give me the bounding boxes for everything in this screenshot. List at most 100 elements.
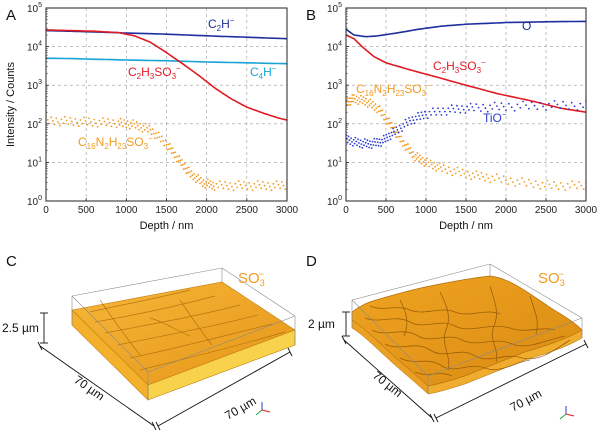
- series-point-2: [434, 165, 436, 168]
- series-point-3: [380, 145, 382, 148]
- series-point-2: [427, 161, 430, 164]
- y-tick-label: 103: [27, 79, 42, 92]
- series-point-3: [172, 151, 175, 154]
- y-tick-label: 102: [27, 118, 42, 131]
- series-point-3: [387, 139, 389, 142]
- series-point-3: [131, 125, 134, 128]
- series-point-3: [350, 137, 352, 140]
- series-point-3: [234, 182, 237, 185]
- series-point-2: [385, 123, 388, 125]
- series-point-2: [528, 178, 530, 181]
- series-point-2: [564, 189, 567, 192]
- series-point-3: [513, 109, 516, 112]
- series-point-3: [530, 101, 533, 104]
- series-point-3: [169, 147, 172, 150]
- series-point-2: [355, 95, 358, 98]
- x-tick-label: 1000: [115, 205, 138, 216]
- series-point-3: [171, 147, 174, 150]
- panel-d-surface: 2 µm 70 µm 70 µm SO3−: [308, 263, 589, 423]
- series-point-3: [393, 130, 395, 133]
- series-point-3: [565, 104, 567, 107]
- series-point-2: [460, 174, 462, 177]
- series-point-3: [117, 120, 120, 123]
- series-point-3: [88, 117, 90, 120]
- series-point-2: [359, 100, 361, 103]
- series-point-3: [148, 124, 151, 127]
- series-point-3: [388, 132, 390, 135]
- series-point-2: [366, 101, 368, 104]
- series-point-3: [362, 140, 364, 143]
- series-point-3: [195, 175, 198, 178]
- series-point-3: [461, 105, 463, 107]
- series-point-3: [430, 114, 432, 116]
- series-point-3: [570, 101, 573, 104]
- series-point-3: [355, 140, 358, 143]
- chart-b: O− C2H3SO3−C16N2H23SO3− TiO− 0 500 1000 1500 20…: [327, 2, 598, 232]
- series-point-2: [396, 136, 399, 138]
- series-point-3: [391, 134, 394, 137]
- series-point-3: [193, 172, 195, 175]
- series-point-3: [381, 138, 383, 141]
- series-point-3: [392, 127, 394, 130]
- series-point-3: [98, 119, 101, 122]
- series-point-3: [239, 183, 242, 186]
- series-point-2: [484, 179, 486, 182]
- series-point-3: [395, 126, 398, 128]
- series-point-2: [378, 110, 380, 113]
- series-point-3: [169, 143, 171, 145]
- series-point-3: [272, 182, 275, 185]
- series-point-3: [417, 111, 419, 114]
- series-point-3: [550, 106, 553, 109]
- series-point-2: [578, 181, 580, 183]
- series-point-3: [562, 100, 564, 103]
- series-point-3: [134, 126, 137, 129]
- series-point-2: [449, 170, 452, 173]
- series-point-3: [459, 111, 462, 114]
- series-point-3: [432, 107, 434, 110]
- series-point-3: [533, 104, 536, 107]
- series-point-3: [352, 138, 355, 141]
- series-point-3: [192, 178, 195, 181]
- series-point-3: [382, 141, 384, 144]
- series-point-3: [191, 174, 194, 177]
- series-point-2: [408, 147, 410, 150]
- series-point-3: [153, 132, 155, 135]
- series-point-3: [167, 143, 170, 146]
- series-point-3: [200, 176, 202, 179]
- series-point-3: [208, 186, 211, 188]
- x-tick-label: 2000: [196, 205, 219, 216]
- series-point-3: [241, 187, 244, 190]
- series-point-2: [453, 168, 455, 171]
- series-point-2: [353, 94, 355, 96]
- series-point-2: [548, 183, 551, 186]
- series-point-3: [201, 185, 204, 188]
- series-point-3: [444, 110, 446, 113]
- series-point-3: [123, 119, 125, 121]
- series-point-3: [246, 188, 249, 191]
- x-tick-label: 3000: [575, 205, 598, 216]
- series-point-2: [569, 186, 571, 189]
- series-point-2: [553, 181, 555, 183]
- series-point-3: [559, 107, 562, 109]
- series-label-1: C4H−: [250, 64, 277, 81]
- series-point-3: [456, 104, 458, 107]
- series-point-3: [361, 146, 364, 149]
- series-point-3: [135, 120, 138, 123]
- series-point-3: [114, 122, 116, 125]
- series-point-2: [378, 105, 381, 107]
- series-point-2: [361, 102, 364, 105]
- series-point-2: [430, 163, 433, 166]
- series-point-2: [348, 97, 351, 100]
- series-group: [346, 20, 586, 192]
- series-point-2: [429, 159, 432, 162]
- series-point-3: [353, 142, 356, 145]
- series-point-3: [147, 130, 150, 133]
- axis-triad-icon-d: [559, 406, 575, 420]
- series-point-3: [83, 116, 85, 119]
- series-point-2: [418, 160, 420, 163]
- series-point-3: [202, 179, 205, 182]
- series-point-2: [393, 126, 396, 129]
- series-point-2: [478, 178, 481, 180]
- series-point-2: [468, 174, 471, 177]
- series-point-3: [450, 104, 453, 107]
